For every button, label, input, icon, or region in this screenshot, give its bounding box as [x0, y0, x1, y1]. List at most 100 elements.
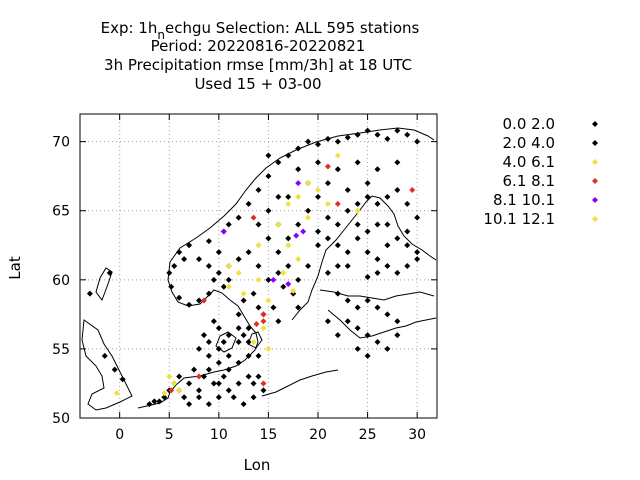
title-line-3: 3h Precipitation rmse [mm/3h] at 18 UTC	[104, 56, 412, 74]
station-point-series-0	[200, 373, 207, 380]
station-point-series-3	[260, 311, 267, 318]
station-point-series-0	[186, 401, 193, 408]
station-point-series-1	[384, 242, 391, 249]
station-point-series-3	[200, 297, 207, 304]
station-point-series-0	[324, 318, 331, 325]
station-point-series-1	[285, 235, 292, 242]
station-point-series-3	[334, 200, 341, 207]
station-point-series-1	[225, 352, 232, 359]
legend-label-2: 4.0 6.1	[503, 153, 555, 171]
station-point-series-0	[394, 269, 401, 276]
station-point-series-1	[215, 345, 222, 352]
station-point-series-1	[414, 214, 421, 221]
station-point-series-1	[215, 380, 222, 387]
station-point-series-0	[384, 135, 391, 142]
station-point-series-0	[394, 332, 401, 339]
station-point-series-0	[205, 401, 212, 408]
station-point-series-2	[324, 200, 331, 207]
x-tick-label: 20	[309, 427, 327, 443]
station-point-series-0	[394, 127, 401, 134]
station-point-series-2	[290, 287, 297, 294]
station-point-series-1	[305, 207, 312, 214]
x-tick-label: 15	[260, 427, 278, 443]
station-point-series-0	[265, 235, 272, 242]
station-point-series-0	[205, 290, 212, 297]
station-point-series-0	[354, 131, 361, 138]
legend-label-3: 6.1 8.1	[503, 172, 555, 190]
station-point-series-0	[245, 373, 252, 380]
station-point-series-1	[235, 325, 242, 332]
legend-marker-5	[592, 216, 598, 222]
x-tick-label: 5	[165, 427, 174, 443]
station-point-series-0	[220, 373, 227, 380]
x-tick-label: 0	[115, 427, 124, 443]
station-point-series-0	[200, 332, 207, 339]
station-point-series-0	[196, 345, 202, 352]
station-point-series-2	[334, 152, 341, 159]
station-point-series-0	[334, 332, 341, 339]
station-point-series-0	[245, 200, 252, 207]
station-point-series-0	[245, 325, 252, 332]
station-point-series-3	[250, 214, 257, 221]
station-point-series-0	[364, 352, 371, 359]
station-point-series-0	[354, 200, 361, 207]
station-point-series-0	[210, 318, 217, 325]
station-point-series-0	[205, 339, 212, 345]
station-point-series-2	[305, 180, 312, 187]
station-point-series-1	[404, 228, 411, 235]
y-tick-label: 60	[52, 273, 70, 289]
station-point-series-0	[285, 263, 292, 269]
station-point-series-0	[404, 242, 411, 249]
station-point-series-2	[265, 345, 272, 352]
station-point-series-0	[364, 274, 371, 281]
station-point-series-1	[245, 339, 252, 345]
station-point-series-0	[196, 387, 202, 394]
x-tick-label: 30	[408, 427, 426, 443]
station-point-series-0	[295, 304, 302, 311]
station-point-series-0	[364, 249, 371, 256]
station-point-series-1	[315, 228, 321, 235]
station-point-series-0	[275, 193, 282, 200]
station-point-series-2	[295, 256, 302, 263]
station-point-series-0	[225, 387, 232, 394]
station-point-series-0	[295, 166, 302, 173]
station-point-series-2	[166, 373, 173, 380]
station-point-series-2	[285, 200, 292, 207]
station-point-series-0	[240, 332, 247, 339]
station-point-series-0	[215, 249, 222, 256]
title-line-1: Exp: 1hnechgu Selection: ALL 595 station…	[101, 19, 420, 42]
station-point-series-3	[168, 387, 175, 394]
station-point-series-0	[250, 394, 257, 401]
station-point-series-0	[255, 373, 262, 380]
legend-label-0: 0.0 2.0	[503, 115, 555, 133]
station-point-series-0	[101, 352, 108, 359]
station-point-series-0	[186, 380, 193, 387]
station-points	[86, 127, 421, 408]
station-point-series-0	[250, 380, 257, 387]
station-point-series-0	[156, 398, 163, 405]
station-point-series-0	[315, 242, 321, 249]
station-point-series-0	[119, 376, 126, 383]
station-point-series-4	[295, 180, 302, 187]
station-point-series-0	[161, 394, 168, 401]
station-point-series-0	[181, 256, 188, 263]
station-point-series-0	[225, 366, 232, 373]
station-point-series-1	[384, 193, 391, 200]
station-point-series-0	[344, 249, 351, 256]
station-point-series-0	[176, 373, 183, 380]
station-point-series-0	[245, 352, 252, 359]
station-point-series-2	[295, 193, 302, 200]
station-point-series-0	[255, 221, 262, 228]
station-point-series-0	[220, 283, 227, 290]
y-tick-label: 55	[52, 342, 70, 358]
station-point-series-0	[394, 235, 401, 242]
station-point-series-1	[265, 207, 272, 214]
station-point-series-0	[235, 380, 242, 387]
station-point-series-0	[176, 294, 183, 301]
station-point-series-0	[404, 131, 411, 138]
station-point-series-0	[305, 138, 312, 145]
station-point-series-2	[235, 269, 242, 276]
station-point-series-4	[293, 232, 300, 239]
y-tick-label: 65	[52, 204, 70, 220]
